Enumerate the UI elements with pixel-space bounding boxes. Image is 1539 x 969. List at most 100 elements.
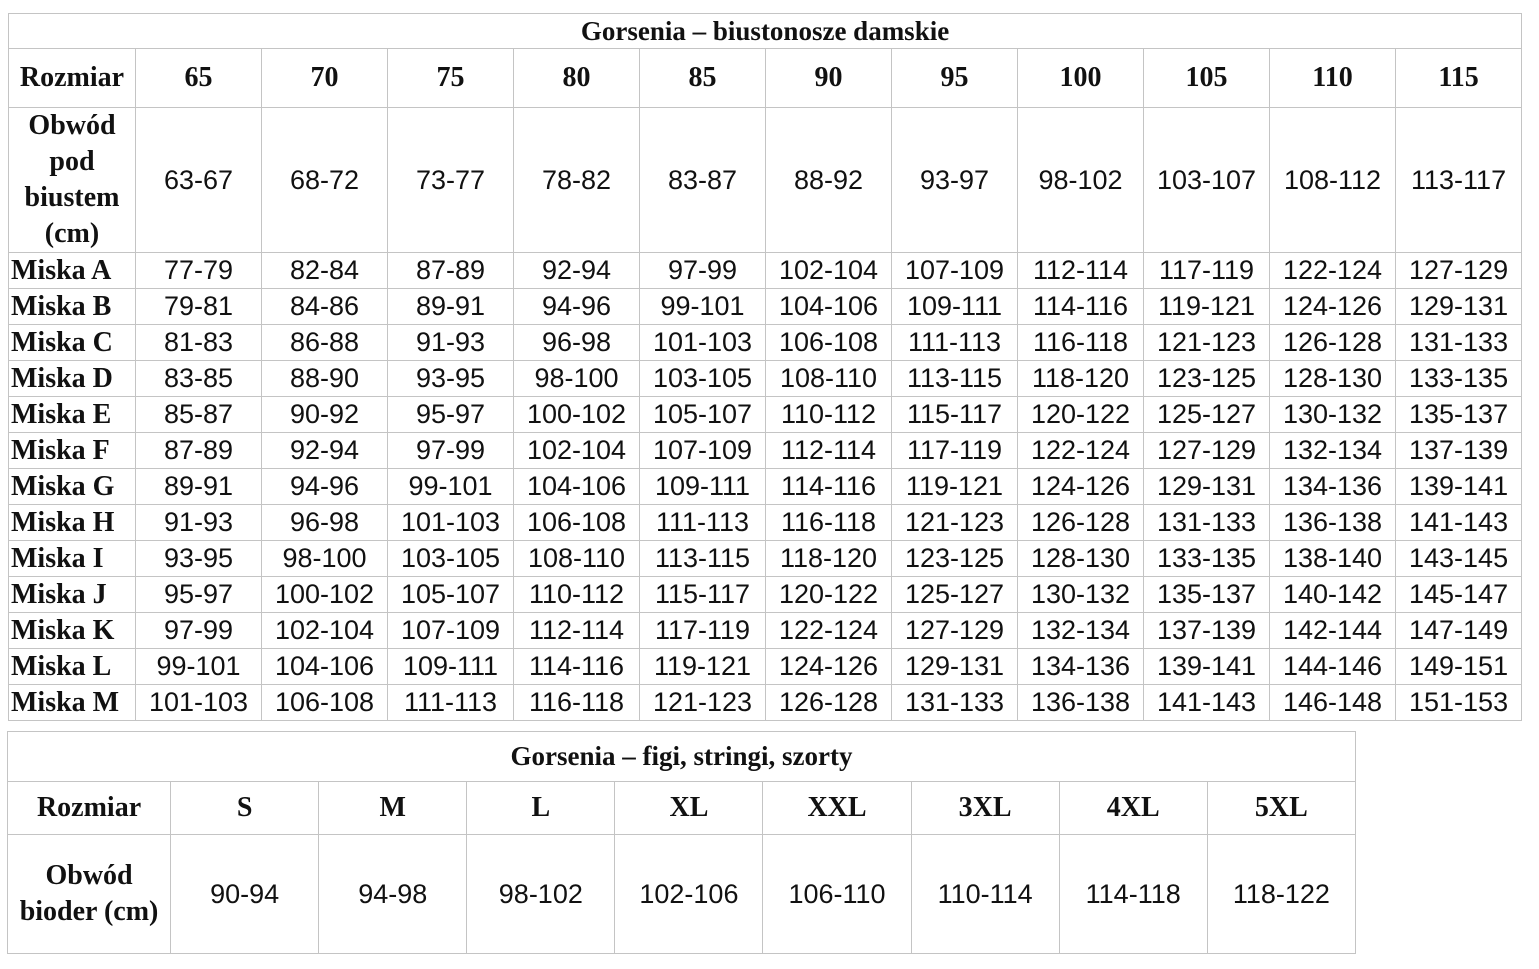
bust-cell: 89-91 (387, 288, 514, 325)
cup-label: Miska J (8, 576, 136, 613)
bust-cell: 129-131 (1143, 468, 1270, 505)
bust-cell: 109-111 (639, 468, 766, 505)
bust-cell: 113-115 (891, 360, 1018, 397)
bust-cell: 101-103 (135, 684, 262, 721)
band-size-header: 75 (387, 48, 514, 108)
bust-cell: 111-113 (891, 324, 1018, 361)
bust-cell: 140-142 (1269, 576, 1396, 613)
bust-cell: 146-148 (1269, 684, 1396, 721)
table-row: Miska B 79-81 84-86 89-91 94-96 99-101 104-106… (8, 288, 1523, 325)
bust-cell: 100-102 (513, 396, 640, 433)
cup-label: Miska I (8, 540, 136, 577)
bust-cell: 106-108 (261, 684, 388, 721)
bust-cell: 96-98 (513, 324, 640, 361)
bust-cell: 112-114 (513, 612, 640, 649)
bust-cell: 125-127 (1143, 396, 1270, 433)
bust-cell: 123-125 (1143, 360, 1270, 397)
bust-cell: 104-106 (513, 468, 640, 505)
band-size-header: 80 (513, 48, 640, 108)
bust-cell: 127-129 (1394, 252, 1523, 289)
bust-cell: 99-101 (135, 648, 262, 685)
bust-cell: 92-94 (513, 252, 640, 289)
bust-cell: 110-112 (765, 396, 892, 433)
cup-label: Miska F (8, 432, 136, 469)
bust-cell: 147-149 (1394, 612, 1523, 649)
bust-cell: 135-137 (1143, 576, 1270, 613)
underbust-cell: 83-87 (639, 107, 766, 253)
bust-cell: 108-110 (765, 360, 892, 397)
bust-cell: 151-153 (1394, 684, 1523, 721)
underbust-cell: 88-92 (765, 107, 892, 253)
underbust-cell: 98-102 (1017, 107, 1144, 253)
underbust-cell: 68-72 (261, 107, 388, 253)
bust-cell: 106-108 (513, 504, 640, 541)
bust-cell: 87-89 (135, 432, 262, 469)
bust-cell: 105-107 (387, 576, 514, 613)
bust-cell: 77-79 (135, 252, 262, 289)
bust-cell: 110-112 (513, 576, 640, 613)
bust-cell: 139-141 (1394, 468, 1523, 505)
bust-cell: 113-115 (639, 540, 766, 577)
bust-cell: 91-93 (387, 324, 514, 361)
bust-cell: 116-118 (765, 504, 892, 541)
cup-label: Miska H (8, 504, 136, 541)
bust-cell: 101-103 (639, 324, 766, 361)
bust-cell: 119-121 (891, 468, 1018, 505)
hip-cell: 114-118 (1058, 834, 1208, 954)
briefs-size-header: L (466, 781, 616, 835)
bust-cell: 129-131 (891, 648, 1018, 685)
cup-label: Miska G (8, 468, 136, 505)
table-row: Miska L 99-101 104-106 109-111 114-116 119-12… (8, 648, 1523, 685)
table-row: Miska F 87-89 92-94 97-99 102-104 107-109 112-… (8, 432, 1523, 469)
bust-cell: 95-97 (387, 396, 514, 433)
bust-cell: 115-117 (639, 576, 766, 613)
bust-cell: 102-104 (765, 252, 892, 289)
band-size-header: 90 (765, 48, 892, 108)
table-row: Miska E 85-87 90-92 95-97 100-102 105-107 110-… (8, 396, 1523, 433)
bust-cell: 103-105 (387, 540, 514, 577)
bust-cell: 111-113 (387, 684, 514, 721)
cup-label: Miska D (8, 360, 136, 397)
bust-cell: 134-136 (1017, 648, 1144, 685)
bust-cell: 124-126 (1269, 288, 1396, 325)
hip-label: Obwód bioder (cm) (6, 834, 172, 954)
bust-cell: 108-110 (513, 540, 640, 577)
bust-cell: 133-135 (1143, 540, 1270, 577)
size-header-label: Rozmiar (8, 48, 136, 108)
bust-cell: 90-92 (261, 396, 388, 433)
bust-cell: 92-94 (261, 432, 388, 469)
bust-cell: 125-127 (891, 576, 1018, 613)
cup-label: Miska L (8, 648, 136, 685)
briefs-size-header: M (318, 781, 468, 835)
hip-cell: 94-98 (318, 834, 468, 954)
bust-cell: 128-130 (1017, 540, 1144, 577)
bust-cell: 82-84 (261, 252, 388, 289)
table-row: Miska G 89-91 94-96 99-101 104-106 109-111 114… (8, 468, 1523, 505)
bust-cell: 118-120 (1017, 360, 1144, 397)
bust-cell: 85-87 (135, 396, 262, 433)
briefs-size-header: S (170, 781, 320, 835)
bust-cell: 127-129 (891, 612, 1018, 649)
bra-size-table: Gorsenia – biustonosze damskie Rozmiar 65… (7, 13, 1523, 721)
cup-label: Miska C (8, 324, 136, 361)
band-size-header: 115 (1394, 48, 1523, 108)
bust-cell: 109-111 (891, 288, 1018, 325)
bust-cell: 136-138 (1017, 684, 1144, 721)
bust-cell: 89-91 (135, 468, 262, 505)
bust-cell: 91-93 (135, 504, 262, 541)
bust-cell: 104-106 (765, 288, 892, 325)
bust-cell: 112-114 (765, 432, 892, 469)
table-row: Miska A 77-79 82-84 87-89 92-94 97-99 102-104 1… (8, 252, 1523, 289)
table-row: Miska H 91-93 96-98 101-103 106-108 111-113 11… (8, 504, 1523, 541)
bust-cell: 87-89 (387, 252, 514, 289)
table-row: Miska M 101-103 106-108 111-113 116-118 121-1… (8, 684, 1523, 721)
bust-cell: 123-125 (891, 540, 1018, 577)
bust-cell: 121-123 (1143, 324, 1270, 361)
bust-cell: 124-126 (1017, 468, 1144, 505)
briefs-size-header: 4XL (1058, 781, 1208, 835)
bust-cell: 124-126 (765, 648, 892, 685)
bust-cell: 130-132 (1017, 576, 1144, 613)
bust-cell: 115-117 (891, 396, 1018, 433)
bust-cell: 114-116 (1017, 288, 1144, 325)
bust-cell: 101-103 (387, 504, 514, 541)
